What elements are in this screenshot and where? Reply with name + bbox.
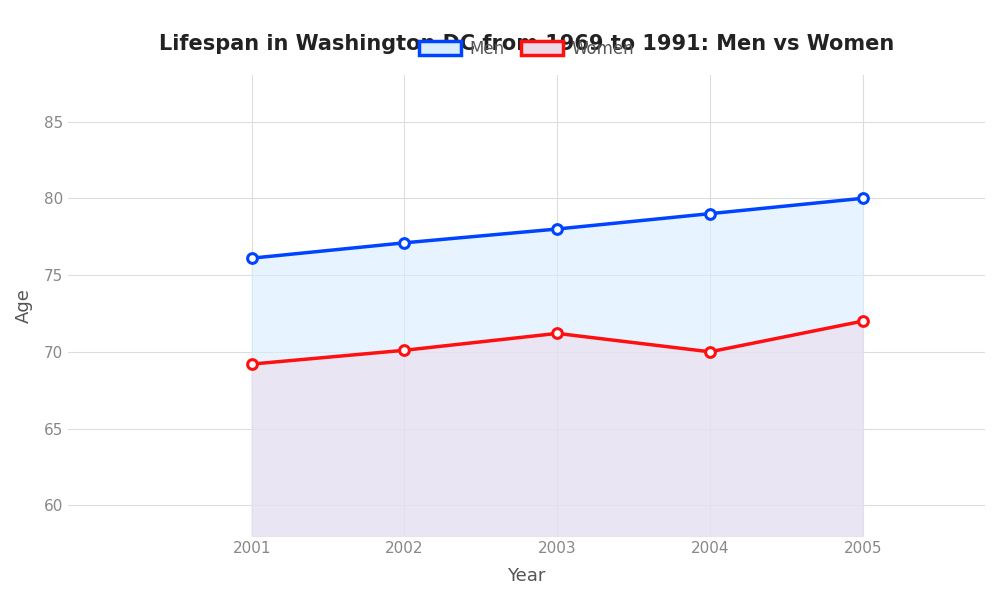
Title: Lifespan in Washington DC from 1969 to 1991: Men vs Women: Lifespan in Washington DC from 1969 to 1… (159, 34, 894, 55)
Legend: Men, Women: Men, Women (413, 33, 641, 64)
X-axis label: Year: Year (507, 567, 546, 585)
Y-axis label: Age: Age (15, 289, 33, 323)
